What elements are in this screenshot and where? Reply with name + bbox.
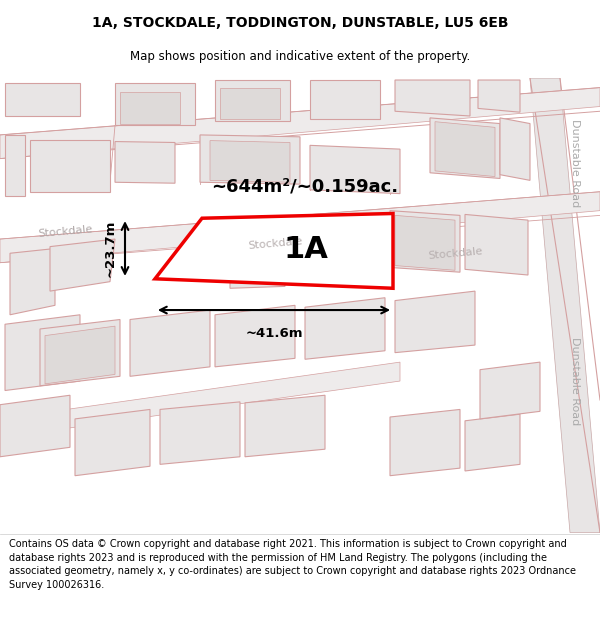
Polygon shape — [395, 216, 455, 270]
Polygon shape — [115, 141, 175, 183]
Polygon shape — [245, 395, 325, 457]
Text: Map shows position and indicative extent of the property.: Map shows position and indicative extent… — [130, 50, 470, 62]
Polygon shape — [50, 239, 115, 291]
Polygon shape — [45, 326, 115, 384]
Polygon shape — [115, 83, 195, 126]
Polygon shape — [0, 395, 70, 457]
Polygon shape — [530, 78, 600, 532]
Polygon shape — [395, 80, 470, 116]
Polygon shape — [40, 319, 120, 386]
Polygon shape — [10, 249, 55, 315]
Polygon shape — [465, 214, 528, 275]
Polygon shape — [465, 414, 520, 471]
Polygon shape — [0, 192, 600, 262]
Polygon shape — [230, 244, 285, 288]
Text: Stockdale: Stockdale — [247, 236, 303, 251]
Polygon shape — [155, 214, 393, 288]
Polygon shape — [435, 122, 495, 177]
Text: Dunstable Road: Dunstable Road — [570, 337, 580, 425]
Polygon shape — [30, 139, 110, 192]
Polygon shape — [0, 362, 400, 438]
Polygon shape — [215, 80, 290, 121]
Polygon shape — [215, 305, 295, 367]
Polygon shape — [478, 80, 520, 112]
Polygon shape — [430, 118, 500, 179]
Polygon shape — [5, 315, 80, 391]
Text: Dunstable Road: Dunstable Road — [570, 119, 580, 208]
Polygon shape — [5, 135, 25, 196]
Polygon shape — [390, 211, 460, 272]
Polygon shape — [210, 141, 290, 182]
Text: ~23.7m: ~23.7m — [104, 220, 117, 278]
Text: 1A: 1A — [283, 235, 328, 264]
Polygon shape — [390, 409, 460, 476]
Text: Stockdale: Stockdale — [37, 224, 93, 239]
Polygon shape — [305, 298, 385, 359]
Polygon shape — [160, 402, 240, 464]
Polygon shape — [120, 92, 180, 124]
Text: Contains OS data © Crown copyright and database right 2021. This information is : Contains OS data © Crown copyright and d… — [9, 539, 576, 590]
Text: 1A, STOCKDALE, TODDINGTON, DUNSTABLE, LU5 6EB: 1A, STOCKDALE, TODDINGTON, DUNSTABLE, LU… — [92, 16, 508, 31]
Polygon shape — [130, 310, 210, 376]
Polygon shape — [200, 135, 300, 184]
Polygon shape — [220, 88, 280, 119]
Polygon shape — [310, 146, 400, 194]
Polygon shape — [500, 118, 530, 181]
Polygon shape — [310, 80, 380, 119]
Text: ~644m²/~0.159ac.: ~644m²/~0.159ac. — [211, 178, 398, 196]
Polygon shape — [395, 291, 475, 352]
Polygon shape — [75, 409, 150, 476]
Text: ~41.6m: ~41.6m — [245, 327, 303, 340]
Polygon shape — [5, 83, 80, 116]
Polygon shape — [0, 88, 600, 159]
Polygon shape — [480, 362, 540, 419]
Text: Stockdale: Stockdale — [427, 246, 483, 261]
